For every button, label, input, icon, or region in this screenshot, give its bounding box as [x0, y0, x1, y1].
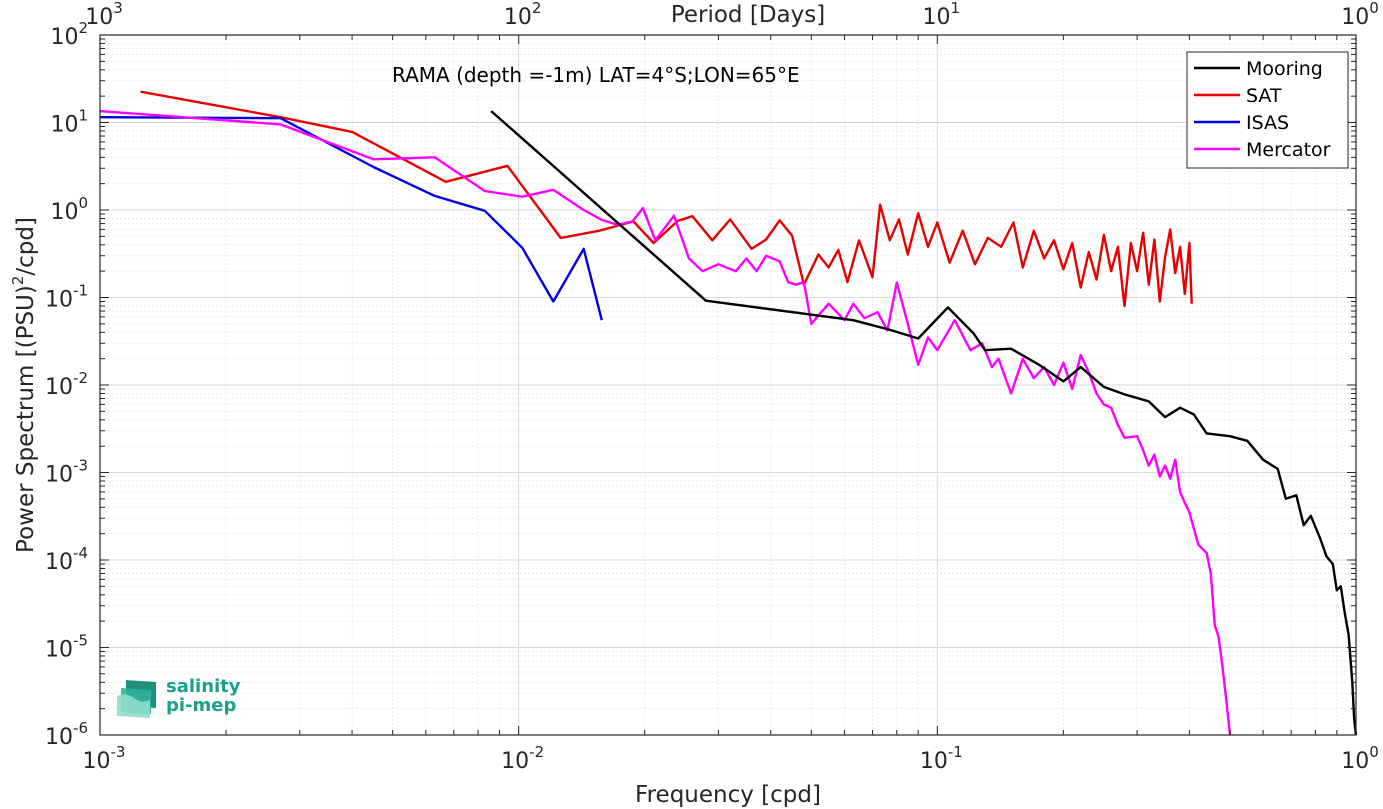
y-tick-label: 10-1: [45, 282, 88, 313]
top-tick-label-exp: 2: [532, 0, 542, 17]
top-tick-label: 103: [85, 0, 123, 30]
y-tick-label-exp: -2: [73, 369, 88, 387]
x-tick-label-exp: -1: [948, 743, 963, 761]
top-axis-label: Period [Days]: [671, 2, 825, 28]
y-tick-label-base: 10: [45, 725, 73, 750]
y-axis-label-tail: /cpd]: [13, 217, 39, 276]
y-tick-label-base: 10: [45, 375, 73, 400]
y-tick-label-base: 10: [45, 288, 73, 313]
top-tick-label: 102: [504, 0, 542, 30]
series-line-sat: [140, 90, 1193, 308]
x-tick-label: 100: [1341, 743, 1379, 774]
x-tick-label-base: 10: [83, 749, 111, 774]
x-tick-label-exp: 0: [1369, 743, 1379, 761]
top-tick-label-base: 10: [85, 5, 113, 30]
y-tick-label-base: 10: [45, 638, 73, 663]
salinity-pi-mep-logo: salinity pi-mep: [116, 674, 256, 722]
y-tick-label-exp: 0: [78, 194, 88, 212]
y-axis-label-main: Power Spectrum [(PSU): [13, 285, 39, 553]
top-tick-label-base: 10: [504, 5, 532, 30]
y-tick-label: 10-6: [45, 719, 88, 750]
y-tick-label-base: 10: [50, 200, 78, 225]
y-tick-label: 102: [50, 19, 88, 50]
y-tick-label: 10-4: [45, 544, 88, 575]
y-tick-label: 101: [50, 107, 88, 138]
y-tick-label-base: 10: [45, 463, 73, 488]
y-tick-label-exp: -6: [73, 719, 88, 737]
top-tick-label: 100: [1341, 0, 1379, 30]
x-tick-label-exp: -3: [111, 743, 126, 761]
x-tick-label-base: 10: [1341, 749, 1369, 774]
y-tick-label-exp: -4: [73, 544, 88, 562]
logo-line1: salinity: [166, 676, 241, 697]
tick-labels: 10-3 10-2 10-1 10010210110010-110-210-310-4…: [45, 0, 1379, 774]
top-tick-label-exp: 1: [951, 0, 961, 17]
y-tick-label-base: 10: [50, 113, 78, 138]
legend: Mooring SAT ISAS Mercator: [1186, 51, 1349, 169]
x-tick-label-exp: -2: [529, 743, 544, 761]
y-axis-label-sup: 2: [9, 276, 27, 286]
x-tick-label: 10-2: [501, 743, 544, 774]
y-tick-label-base: 10: [50, 25, 78, 50]
legend-label-isas: ISAS: [1246, 112, 1289, 134]
top-tick-label: 101: [923, 0, 961, 30]
y-tick-label: 10-3: [45, 457, 88, 488]
y-tick-label-exp: -1: [73, 282, 88, 300]
series-line-isas: [99, 116, 603, 321]
series-line-mercator: [99, 109, 1232, 736]
y-tick-label: 10-5: [45, 632, 88, 663]
x-axis-label: Frequency [cpd]: [635, 782, 821, 808]
series-line-mooring: [490, 110, 1358, 736]
logo-line2: pi-mep: [166, 695, 237, 716]
y-tick-label-exp: -3: [73, 457, 88, 475]
top-tick-label-base: 10: [1341, 5, 1369, 30]
y-tick-label-exp: -5: [73, 632, 88, 650]
x-tick-label: 10-1: [920, 743, 963, 774]
legend-label-sat: SAT: [1246, 85, 1282, 107]
x-tick-label-base: 10: [501, 749, 529, 774]
top-tick-label-exp: 0: [1369, 0, 1379, 17]
legend-label-mercator: Mercator: [1246, 139, 1331, 161]
y-tick-label-exp: 1: [78, 107, 88, 125]
x-tick-label: 10-3: [83, 743, 126, 774]
y-tick-label-base: 10: [45, 550, 73, 575]
tick-marks: [99, 35, 1356, 736]
legend-label-mooring: Mooring: [1246, 58, 1323, 80]
y-tick-label-exp: 2: [78, 19, 88, 37]
y-axis-label: Power Spectrum [(PSU)2/cpd]: [9, 217, 39, 553]
y-tick-label: 10-2: [45, 369, 88, 400]
x-tick-label-base: 10: [920, 749, 948, 774]
chart-title: RAMA (depth =-1m) LAT=4°S;LON=65°E: [392, 63, 800, 87]
top-tick-label-exp: 3: [113, 0, 123, 17]
series-layer: [99, 90, 1358, 736]
y-tick-label: 100: [50, 194, 88, 225]
top-tick-label-base: 10: [923, 5, 951, 30]
logo-waves-icon: [117, 680, 156, 718]
